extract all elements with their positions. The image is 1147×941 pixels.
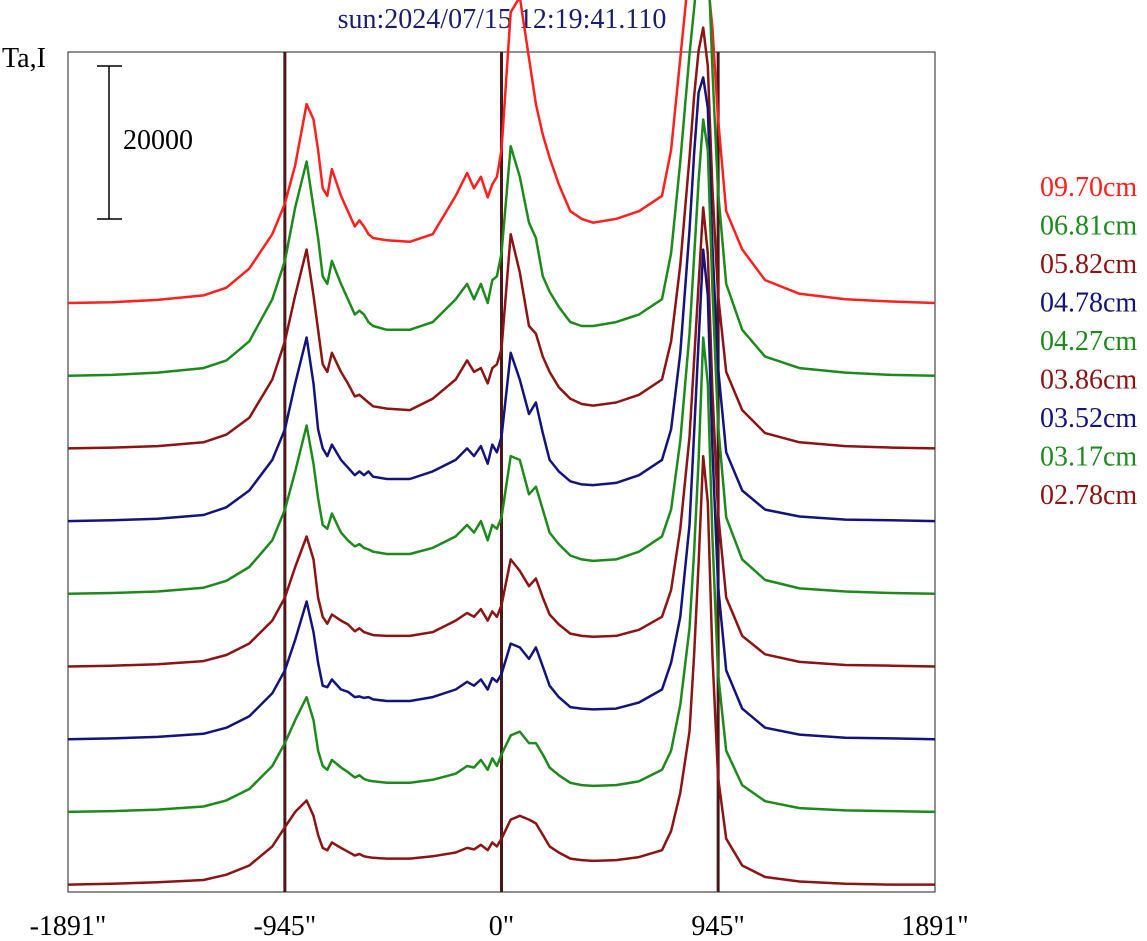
x-tick-label: 0" <box>489 911 514 941</box>
x-axis-tick-labels: -1891" -945" 0" 945" 1891" <box>30 911 969 941</box>
series-line-04-78cm <box>67 76 936 523</box>
legend-item: 03.52cm <box>1040 403 1137 434</box>
x-tick-label: 1891" <box>901 911 968 941</box>
legend-item: 06.81cm <box>1040 211 1137 242</box>
legend: 09.70cm 06.81cm 05.82cm 04.78cm 04.27cm 03.86… <box>1040 172 1137 511</box>
reference-lines <box>283 52 720 892</box>
legend-item: 04.78cm <box>1040 288 1137 319</box>
legend-item: 04.27cm <box>1040 326 1137 357</box>
chart-title: sun:2024/07/15 12:19:41.110 <box>338 4 667 35</box>
scale-bar-label: 20000 <box>123 125 193 156</box>
legend-item: 03.86cm <box>1040 365 1137 396</box>
x-tick-label: -1891" <box>30 911 107 941</box>
series-line-02-78cm <box>67 454 935 886</box>
x-tick-label: -945" <box>253 911 316 941</box>
legend-item: 09.70cm <box>1040 172 1137 203</box>
scale-bar: 20000 <box>97 65 193 220</box>
legend-item: 03.17cm <box>1040 442 1137 473</box>
series-line-04-27cm <box>67 118 936 596</box>
series-line-03-17cm <box>67 336 936 814</box>
series-line-05-82cm <box>67 26 936 450</box>
series-line-03-52cm <box>67 248 936 741</box>
y-axis-label: Ta,I <box>2 43 46 74</box>
legend-item: 05.82cm <box>1040 249 1137 280</box>
series-group <box>67 0 936 886</box>
x-tick-label: 945" <box>691 911 744 941</box>
series-line-06-81cm <box>67 0 936 377</box>
series-line-03-86cm <box>67 206 936 668</box>
series-line-09-70cm <box>67 0 936 305</box>
legend-item: 02.78cm <box>1040 480 1137 511</box>
